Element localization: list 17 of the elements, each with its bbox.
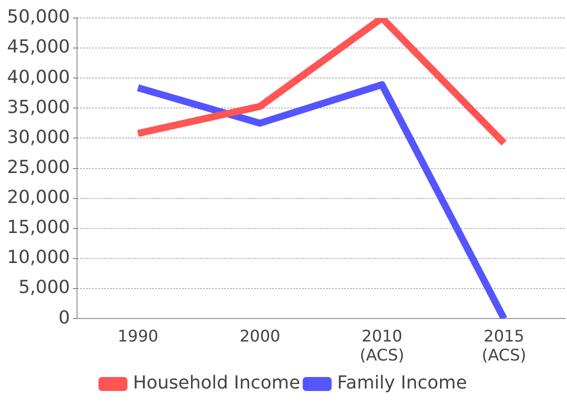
y-tick-label: 40,000 bbox=[7, 66, 70, 88]
y-tick-label: 45,000 bbox=[7, 36, 70, 58]
legend-label: Family Income bbox=[337, 372, 468, 394]
y-tick-label: 35,000 bbox=[7, 96, 70, 118]
y-tick-label: 0 bbox=[58, 307, 70, 328]
y-tick-label: 25,000 bbox=[7, 156, 70, 178]
y-tick-label: 10,000 bbox=[7, 247, 70, 268]
x-tick-label: 2010 (ACS) bbox=[360, 326, 404, 365]
x-tick-label: 2000 bbox=[240, 326, 280, 346]
y-tick-label: 50,000 bbox=[7, 6, 70, 28]
y-tick-label: 30,000 bbox=[7, 126, 70, 148]
x-tick-label: 2015 (ACS) bbox=[482, 326, 526, 365]
legend-label: Household Income bbox=[132, 372, 300, 394]
y-tick-label: 15,000 bbox=[7, 217, 70, 238]
y-tick-label: 20,000 bbox=[7, 187, 70, 208]
y-tick-label: 5,000 bbox=[18, 277, 70, 298]
x-tick-label: 1990 bbox=[118, 326, 158, 346]
